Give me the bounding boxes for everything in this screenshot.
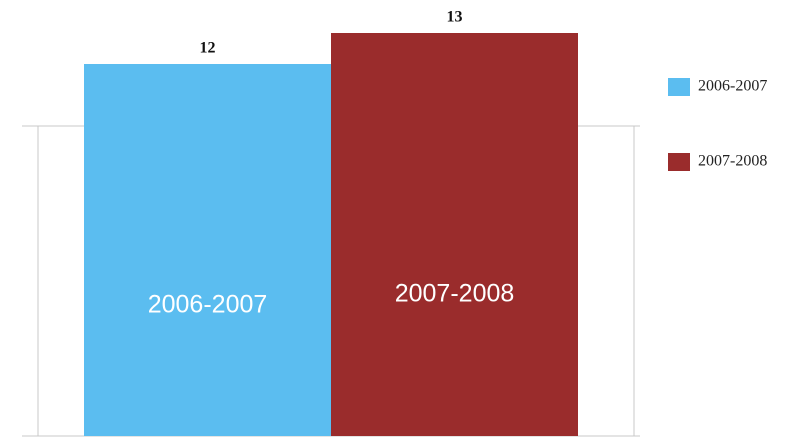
legend-label: 2007-2008 (698, 153, 767, 170)
bar-label: 2007-2008 (395, 280, 515, 308)
data-label: 12 (200, 40, 216, 57)
legend-swatch (668, 78, 690, 96)
bar (84, 64, 331, 436)
bar-label: 2006-2007 (148, 290, 268, 318)
legend-label: 2006-2007 (698, 78, 767, 95)
legend-swatch (668, 153, 690, 171)
data-label: 13 (447, 9, 463, 26)
bar (331, 33, 578, 436)
